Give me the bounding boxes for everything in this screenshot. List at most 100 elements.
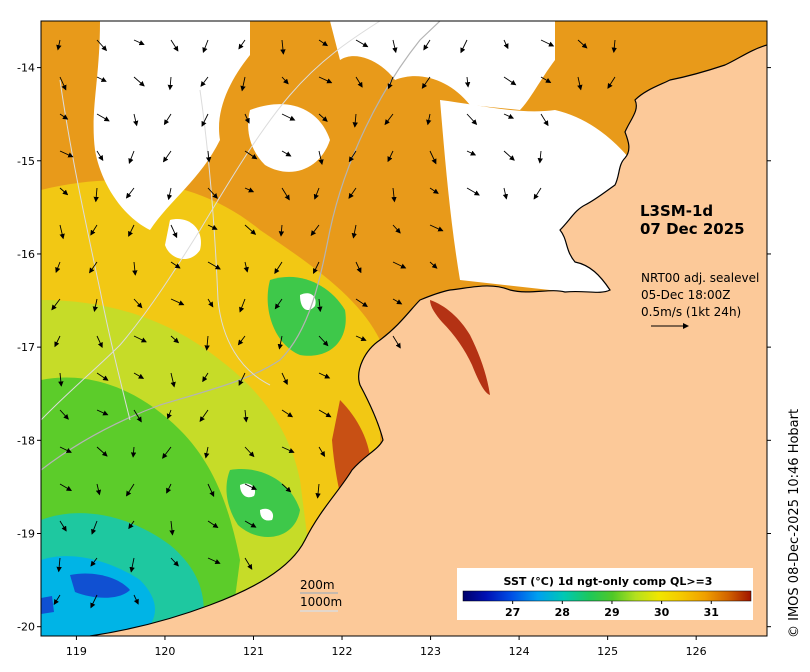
current-vector (129, 557, 135, 573)
current-vector (281, 150, 292, 157)
current-time: 05-Dec 18:00Z (641, 288, 730, 302)
current-vector (90, 594, 98, 609)
current-vector (502, 187, 509, 200)
current-vector (607, 76, 616, 89)
current-vector (313, 187, 320, 200)
current-vector (59, 446, 72, 453)
current-vector (318, 39, 329, 47)
current-vector (355, 335, 367, 342)
y-tick-label: -18 (17, 434, 35, 447)
current-vector (281, 187, 290, 201)
current-vector (90, 557, 98, 567)
current-vector (387, 76, 394, 90)
current-vector (59, 76, 67, 91)
cloud-speck-3 (260, 508, 274, 521)
current-vector (96, 150, 104, 161)
current-vector (466, 150, 477, 156)
current-vector (421, 76, 431, 89)
current-vector (96, 76, 107, 82)
current-vector (318, 76, 333, 84)
current-vector (243, 409, 249, 423)
current-vector (318, 335, 329, 347)
current-vector (96, 372, 109, 381)
current-vector (170, 261, 181, 269)
current-vector (278, 224, 285, 237)
coastline (89, 44, 767, 636)
current-vector (96, 335, 103, 349)
current-vector (318, 372, 331, 379)
current-vector (96, 446, 108, 457)
current-vector (503, 76, 517, 86)
current-vector (53, 594, 61, 605)
current-vector (130, 446, 137, 458)
current-vector (202, 39, 209, 54)
current-vector (166, 483, 172, 494)
current-vector (355, 261, 362, 274)
x-tick-label: 122 (332, 645, 353, 658)
x-tick-label: 125 (597, 645, 618, 658)
y-tick-label: -19 (17, 528, 35, 541)
current-vector (348, 150, 357, 163)
current-vector (274, 261, 283, 275)
current-vector (460, 39, 468, 54)
sea-surface-green-mid (267, 276, 346, 356)
current-vector (59, 224, 65, 240)
current-vector (207, 298, 214, 308)
current-vector (56, 39, 62, 51)
current-vector (315, 483, 321, 499)
current-vector (96, 113, 110, 122)
current-vector (207, 224, 218, 230)
current-vector (169, 520, 175, 536)
current-vector (503, 113, 515, 119)
sea-surface-blue (70, 573, 130, 598)
current-vector (128, 520, 135, 530)
current-vector (384, 113, 394, 126)
current-vector (167, 76, 173, 91)
y-tick-label: -20 (17, 621, 35, 634)
current-vector (90, 224, 98, 236)
current-vector (503, 39, 509, 50)
current-vector (133, 298, 143, 309)
current-vector (281, 409, 294, 418)
current-vector (277, 335, 283, 350)
colorbar-tick-label: 30 (654, 606, 670, 619)
current-vector (92, 298, 98, 312)
current-vector (170, 224, 178, 239)
current-vector (163, 113, 172, 126)
x-tick-label: 126 (686, 645, 707, 658)
current-vector (55, 261, 61, 273)
current-vector (611, 39, 617, 53)
current-vector (318, 113, 328, 122)
current-vector (207, 261, 221, 270)
current-vector (423, 39, 431, 51)
current-vector (274, 298, 283, 310)
current-vector (281, 372, 288, 386)
current-vector (391, 187, 397, 203)
contour-legend-1000m: 1000m (300, 595, 342, 609)
current-vector (132, 261, 138, 276)
current-vector (392, 298, 403, 305)
current-vector (244, 483, 258, 490)
current-vector (392, 224, 401, 234)
current-vector (59, 113, 69, 120)
current-vector (352, 113, 358, 128)
current-vector (429, 187, 439, 194)
copyright-note: © IMOS 08-Dec-2025 10:46 Hobart (787, 409, 802, 638)
current-vector (540, 39, 555, 47)
current-vector (59, 187, 69, 196)
current-vector (204, 446, 210, 459)
current-vector (170, 372, 176, 388)
current-vector (89, 261, 98, 274)
current-vector (239, 298, 246, 313)
current-vector (93, 187, 99, 203)
current-vector (281, 483, 292, 493)
y-axis: -14 -15 -16 -17 -18 -19 -20 (17, 62, 771, 634)
current-vector (166, 409, 172, 420)
current-vector (170, 557, 179, 567)
current-vector (244, 557, 253, 570)
current-vector (392, 335, 401, 349)
current-vector (238, 372, 246, 386)
y-tick-label: -14 (17, 62, 35, 75)
current-vector (126, 483, 135, 497)
current-vector (240, 76, 246, 92)
